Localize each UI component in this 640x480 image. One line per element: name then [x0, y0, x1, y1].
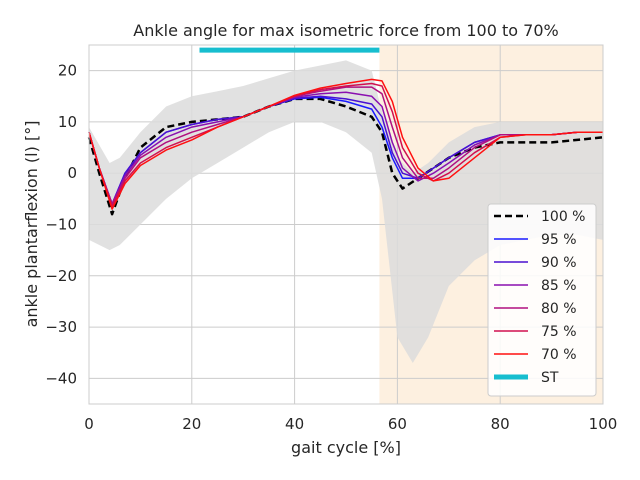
series-line-70 [88, 78, 603, 210]
legend-label: 85 % [541, 278, 577, 294]
series-line-80 [88, 86, 603, 205]
x-tick-labels: 0 20 40 60 80 100 [84, 415, 617, 433]
legend-label: 70 % [541, 347, 577, 363]
x-tick-label: 0 [84, 415, 94, 433]
y-tick-label: −30 [45, 318, 77, 336]
legend-label: 100 % [541, 209, 585, 225]
legend: 100 % 95 % 90 % 85 % 80 % 75 % 70 % ST [487, 203, 597, 397]
y-tick-label: 10 [58, 113, 77, 131]
x-tick-label: 20 [182, 415, 201, 433]
legend-label: ST [541, 370, 559, 386]
y-tick-label: −10 [45, 216, 77, 234]
x-tick-label: 40 [285, 415, 304, 433]
legend-box [487, 203, 597, 397]
series-line-100 [87, 97, 604, 216]
y-tick-label: −20 [45, 267, 77, 285]
x-tick-label: 60 [388, 415, 407, 433]
x-axis-label: gait cycle [%] [291, 438, 401, 457]
y-tick-labels: −40 −30 −20 −10 0 10 20 [45, 62, 77, 388]
y-tick-label: 0 [67, 164, 77, 182]
reference-band [89, 60, 603, 364]
legend-label: 95 % [541, 232, 577, 248]
reference-band-layer [89, 60, 603, 364]
legend-label: 90 % [541, 255, 577, 271]
x-tick-label: 100 [589, 415, 618, 433]
legend-label: 75 % [541, 324, 577, 340]
y-tick-label: −40 [45, 369, 77, 387]
x-tick-label: 80 [491, 415, 510, 433]
series-layer [87, 78, 604, 216]
plot-frame [88, 44, 604, 405]
y-tick-label: 20 [58, 62, 77, 80]
axes [88, 44, 604, 405]
y-axis-label: ankle plantarflexion (l) [°] [22, 121, 41, 328]
chart-title: Ankle angle for max isometric force from… [133, 21, 558, 40]
legend-label: 80 % [541, 301, 577, 317]
